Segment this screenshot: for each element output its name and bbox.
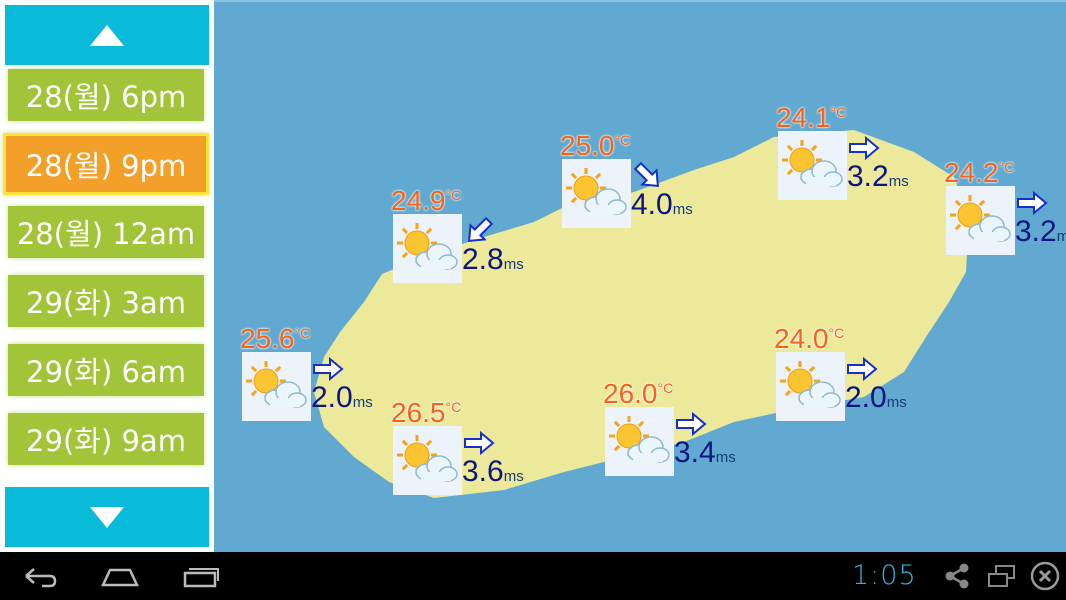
weather-station: 26.5°C 3.6ms	[391, 397, 571, 507]
temperature: 24.0°C	[774, 323, 845, 354]
wind-speed: 2.0ms	[845, 381, 907, 414]
temperature: 24.2°C	[944, 157, 1015, 188]
temp-unit: °C	[830, 104, 847, 120]
temp-unit: °C	[657, 380, 674, 396]
wind-speed: 3.2ms	[847, 160, 909, 193]
weather-station: 25.0°C 4.0ms	[560, 130, 740, 240]
partly-cloudy-icon	[946, 186, 1015, 255]
weather-station: 24.9°C 2.8ms	[391, 185, 571, 295]
wind-arrow-icon	[464, 431, 495, 455]
weather-station: 26.0°C 3.4ms	[603, 378, 783, 488]
partly-cloudy-icon	[393, 214, 462, 283]
temperature: 26.0°C	[603, 378, 674, 409]
scroll-down-button[interactable]	[5, 487, 209, 547]
clock: 1:05	[852, 560, 917, 591]
system-navigation-bar: 1:05	[0, 552, 1066, 600]
time-item[interactable]: 29(화) 6am	[8, 344, 204, 396]
weather-station: 24.1°C 3.2ms	[776, 102, 956, 212]
temp-unit: °C	[998, 159, 1015, 175]
temp-unit: °C	[445, 187, 462, 203]
partly-cloudy-icon	[393, 426, 462, 495]
time-item[interactable]: 29(화) 9am	[8, 413, 204, 465]
partly-cloudy-icon	[776, 352, 845, 421]
down-arrow-icon	[90, 506, 124, 528]
wind-arrow-icon	[1017, 191, 1048, 215]
wind-speed: 3.2ms	[1015, 215, 1066, 248]
weather-station: 25.6°C 2.0ms	[240, 323, 420, 433]
partly-cloudy-icon	[778, 131, 847, 200]
home-icon[interactable]	[100, 562, 140, 590]
time-item-selected[interactable]: 28(월) 9pm	[3, 133, 209, 195]
weather-station: 24.0°C 2.0ms	[774, 323, 954, 433]
up-arrow-icon	[90, 24, 124, 46]
wind-speed: 3.6ms	[462, 455, 524, 488]
time-selector-sidebar: 28(월) 6pm 28(월) 9pm 28(월) 12am 29(화) 3am…	[0, 0, 214, 552]
back-icon[interactable]	[22, 562, 58, 590]
time-item[interactable]: 28(월) 12am	[8, 206, 204, 258]
temp-unit: °C	[445, 399, 462, 415]
partly-cloudy-icon	[605, 407, 674, 476]
temperature: 24.9°C	[391, 185, 462, 216]
temp-unit: °C	[294, 325, 311, 341]
wind-speed: 4.0ms	[631, 188, 693, 221]
partly-cloudy-icon	[562, 159, 631, 228]
wind-arrow-icon	[313, 357, 344, 381]
wind-arrow-icon	[467, 216, 494, 243]
time-item[interactable]: 28(월) 6pm	[8, 69, 204, 121]
temp-unit: °C	[614, 132, 631, 148]
wind-arrow-icon	[676, 412, 707, 436]
time-item[interactable]: 29(화) 3am	[8, 275, 204, 327]
wind-arrow-icon	[849, 136, 880, 160]
temp-unit: °C	[828, 325, 845, 341]
close-icon[interactable]	[1030, 561, 1062, 593]
wind-speed: 3.4ms	[674, 436, 736, 469]
recent-apps-icon[interactable]	[182, 562, 220, 590]
scroll-up-button[interactable]	[5, 5, 209, 65]
wind-speed: 2.8ms	[462, 243, 524, 276]
temperature: 25.0°C	[560, 130, 631, 161]
temperature: 25.6°C	[240, 323, 311, 354]
screen-mirror-icon[interactable]	[986, 562, 1018, 590]
temperature: 24.1°C	[776, 102, 847, 133]
wind-arrow-icon	[847, 357, 878, 381]
temperature: 26.5°C	[391, 397, 462, 428]
wind-speed: 2.0ms	[311, 381, 373, 414]
partly-cloudy-icon	[242, 352, 311, 421]
wind-arrow-icon	[633, 161, 660, 188]
weather-station: 24.2°C 3.2ms	[944, 157, 1066, 267]
share-icon[interactable]	[944, 562, 972, 590]
